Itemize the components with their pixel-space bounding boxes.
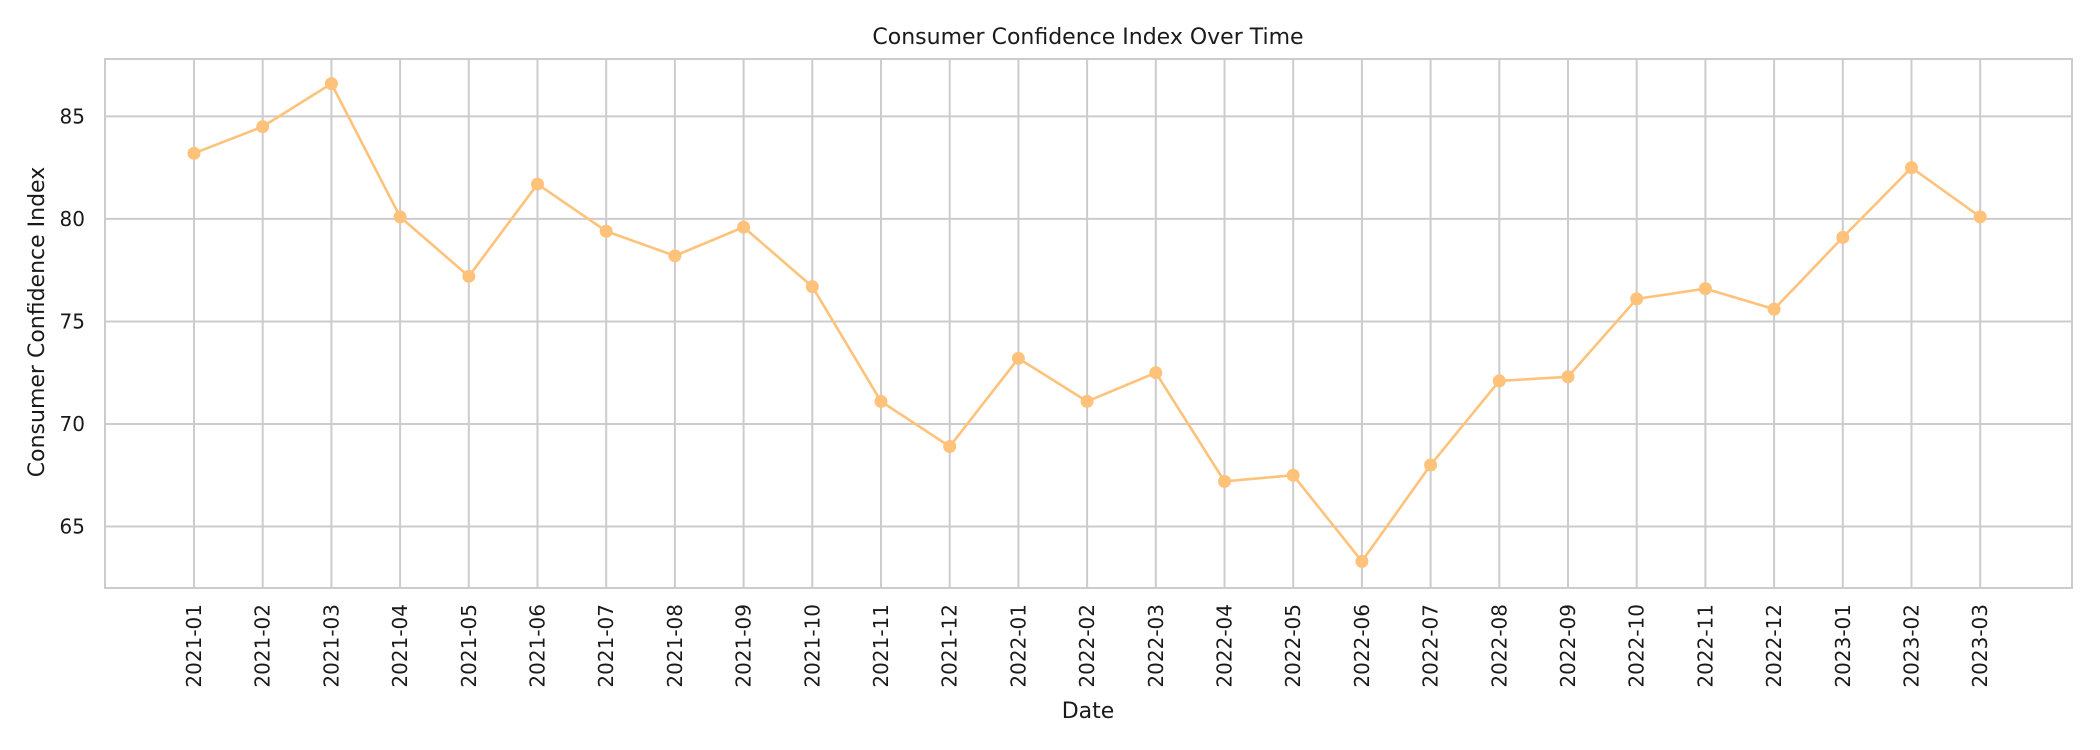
- data-point: [874, 394, 888, 408]
- x-tick-label: 2021-05: [457, 604, 481, 688]
- y-tick-label: 75: [60, 309, 85, 333]
- data-point: [1767, 302, 1781, 316]
- y-axis-label: Consumer Confidence Index: [25, 167, 50, 477]
- x-tick-label: 2022-08: [1487, 604, 1511, 688]
- x-tick-label: 2022-12: [1762, 604, 1786, 688]
- x-tick-label: 2022-11: [1693, 604, 1717, 688]
- x-tick-label: 2022-06: [1350, 604, 1374, 688]
- data-point: [1630, 292, 1644, 306]
- data-point: [462, 269, 476, 283]
- x-tick-label: 2021-12: [938, 604, 962, 688]
- data-point: [1218, 474, 1231, 488]
- data-point: [1836, 230, 1850, 244]
- x-tick-label: 2021-02: [251, 604, 275, 688]
- data-point: [805, 280, 819, 294]
- x-tick-label: 2021-11: [869, 604, 893, 688]
- x-tick-label: 2022-09: [1556, 604, 1580, 688]
- y-tick-label: 85: [60, 104, 85, 128]
- data-point: [324, 77, 338, 91]
- x-tick-label: 2022-02: [1075, 604, 1099, 688]
- x-tick-label: 2021-06: [526, 604, 550, 688]
- data-point: [943, 440, 957, 454]
- data-point: [1011, 351, 1025, 365]
- x-tick-label: 2021-09: [732, 604, 756, 688]
- x-tick-label: 2021-08: [663, 604, 687, 688]
- data-point: [1424, 458, 1438, 472]
- x-tick-label: 2022-04: [1213, 604, 1237, 688]
- x-tick-label: 2022-05: [1281, 604, 1305, 688]
- data-point: [1973, 210, 1987, 224]
- data-point: [1492, 374, 1506, 388]
- x-axis-label: Date: [1062, 699, 1115, 724]
- x-tick-label: 2021-04: [388, 604, 412, 688]
- data-point: [1905, 161, 1918, 175]
- y-tick-label: 65: [60, 514, 85, 538]
- data-point: [531, 177, 544, 191]
- data-point: [1149, 366, 1163, 380]
- x-tick-label: 2021-03: [319, 604, 343, 688]
- data-point: [599, 224, 613, 238]
- grid-layer: [105, 59, 2072, 588]
- x-tick-label: 2022-03: [1144, 604, 1168, 688]
- x-tick-label: 2023-02: [1900, 604, 1924, 688]
- data-point: [256, 120, 270, 134]
- y-tick-label: 80: [60, 207, 85, 231]
- x-tick-label: 2021-01: [182, 604, 206, 688]
- tick-layer: 2021-01 2021-02 2021-03 2021-04 2021-05 2021-…: [60, 104, 1993, 687]
- x-tick-label: 2022-01: [1006, 604, 1030, 688]
- x-tick-label: 2022-10: [1625, 604, 1649, 688]
- data-point: [1286, 468, 1300, 482]
- x-tick-label: 2021-07: [594, 604, 618, 688]
- x-tick-label: 2023-01: [1831, 604, 1855, 688]
- data-point: [1561, 370, 1575, 384]
- data-point: [668, 249, 682, 263]
- x-tick-label: 2023-03: [1968, 604, 1992, 688]
- y-tick-label: 70: [60, 412, 85, 436]
- plot-frame: [104, 58, 2073, 589]
- data-point: [737, 220, 751, 234]
- data-point: [1080, 394, 1094, 408]
- chart-title: Consumer Confidence Index Over Time: [872, 25, 1303, 50]
- data-point: [1355, 554, 1369, 568]
- x-tick-label: 2021-10: [800, 604, 824, 688]
- data-point: [393, 210, 407, 224]
- series-layer: [187, 77, 1987, 568]
- data-point: [1698, 282, 1712, 296]
- data-point: [187, 146, 201, 160]
- x-tick-label: 2022-07: [1419, 604, 1443, 688]
